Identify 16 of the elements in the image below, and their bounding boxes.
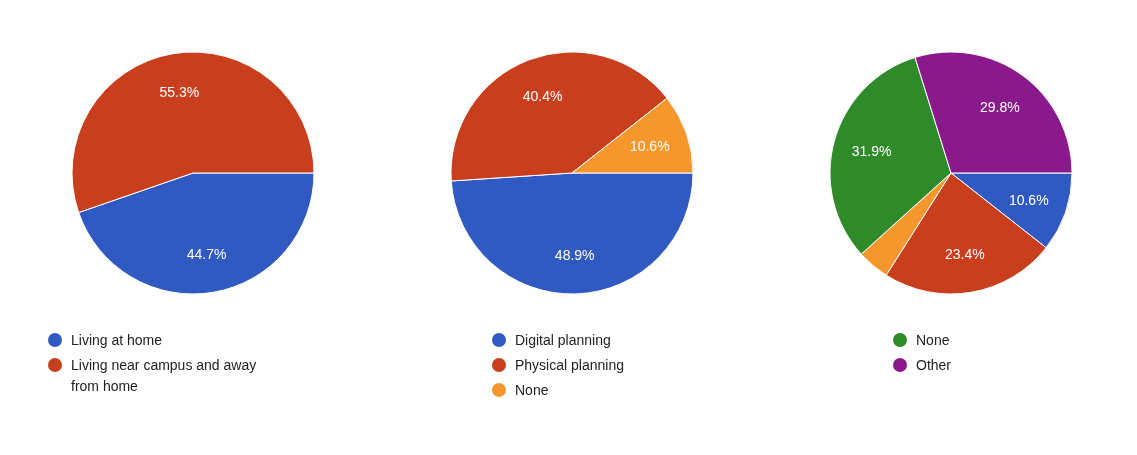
legend-label: Living at home xyxy=(71,331,163,350)
data-label: 48.9% xyxy=(554,247,595,264)
legend-label: Physical planning xyxy=(515,356,624,375)
legend-label: Living near campus and away from home xyxy=(71,356,258,396)
data-label: 29.8% xyxy=(979,98,1020,115)
data-label: 23.4% xyxy=(945,246,985,263)
data-label: 55.3% xyxy=(159,83,200,100)
data-label: 10.6% xyxy=(629,138,670,155)
data-label: 40.4% xyxy=(522,88,563,105)
legend-label: Digital planning xyxy=(515,331,611,350)
data-label: 31.9% xyxy=(851,143,892,160)
legend-label: Other xyxy=(916,356,952,375)
legend-label: None xyxy=(515,381,549,400)
data-label: 10.6% xyxy=(1008,191,1049,208)
legend-label: None xyxy=(916,331,950,350)
data-label: 44.7% xyxy=(186,246,227,263)
